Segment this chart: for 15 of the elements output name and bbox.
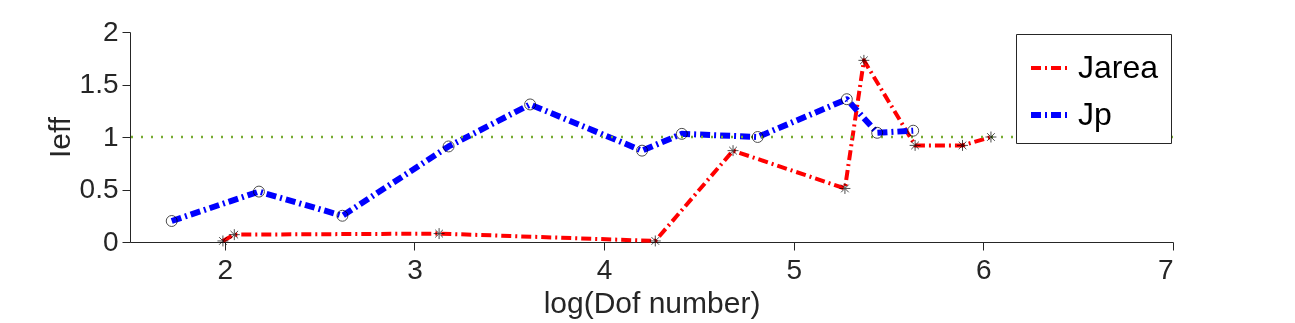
y-tick-label: 1 xyxy=(102,120,119,152)
x-tick-label: 3 xyxy=(407,253,423,285)
x-tick-label: 4 xyxy=(596,253,613,285)
x-tick-label: 6 xyxy=(976,253,992,285)
legend-label: Jarea xyxy=(1078,49,1159,85)
x-tick-label: 2 xyxy=(217,253,234,285)
x-tick-label: 5 xyxy=(786,253,803,285)
x-tick-label: 7 xyxy=(1157,253,1174,285)
y-tick-label: 1.5 xyxy=(79,68,119,99)
y-tick-label: 2 xyxy=(102,15,119,47)
y-tick-label: 0.5 xyxy=(79,173,119,204)
legend-label: Jp xyxy=(1078,96,1112,132)
y-axis-title: Ieff xyxy=(42,116,76,159)
x-axis-title: log(Dof number) xyxy=(543,285,761,319)
y-tick-label: 0 xyxy=(102,225,119,257)
